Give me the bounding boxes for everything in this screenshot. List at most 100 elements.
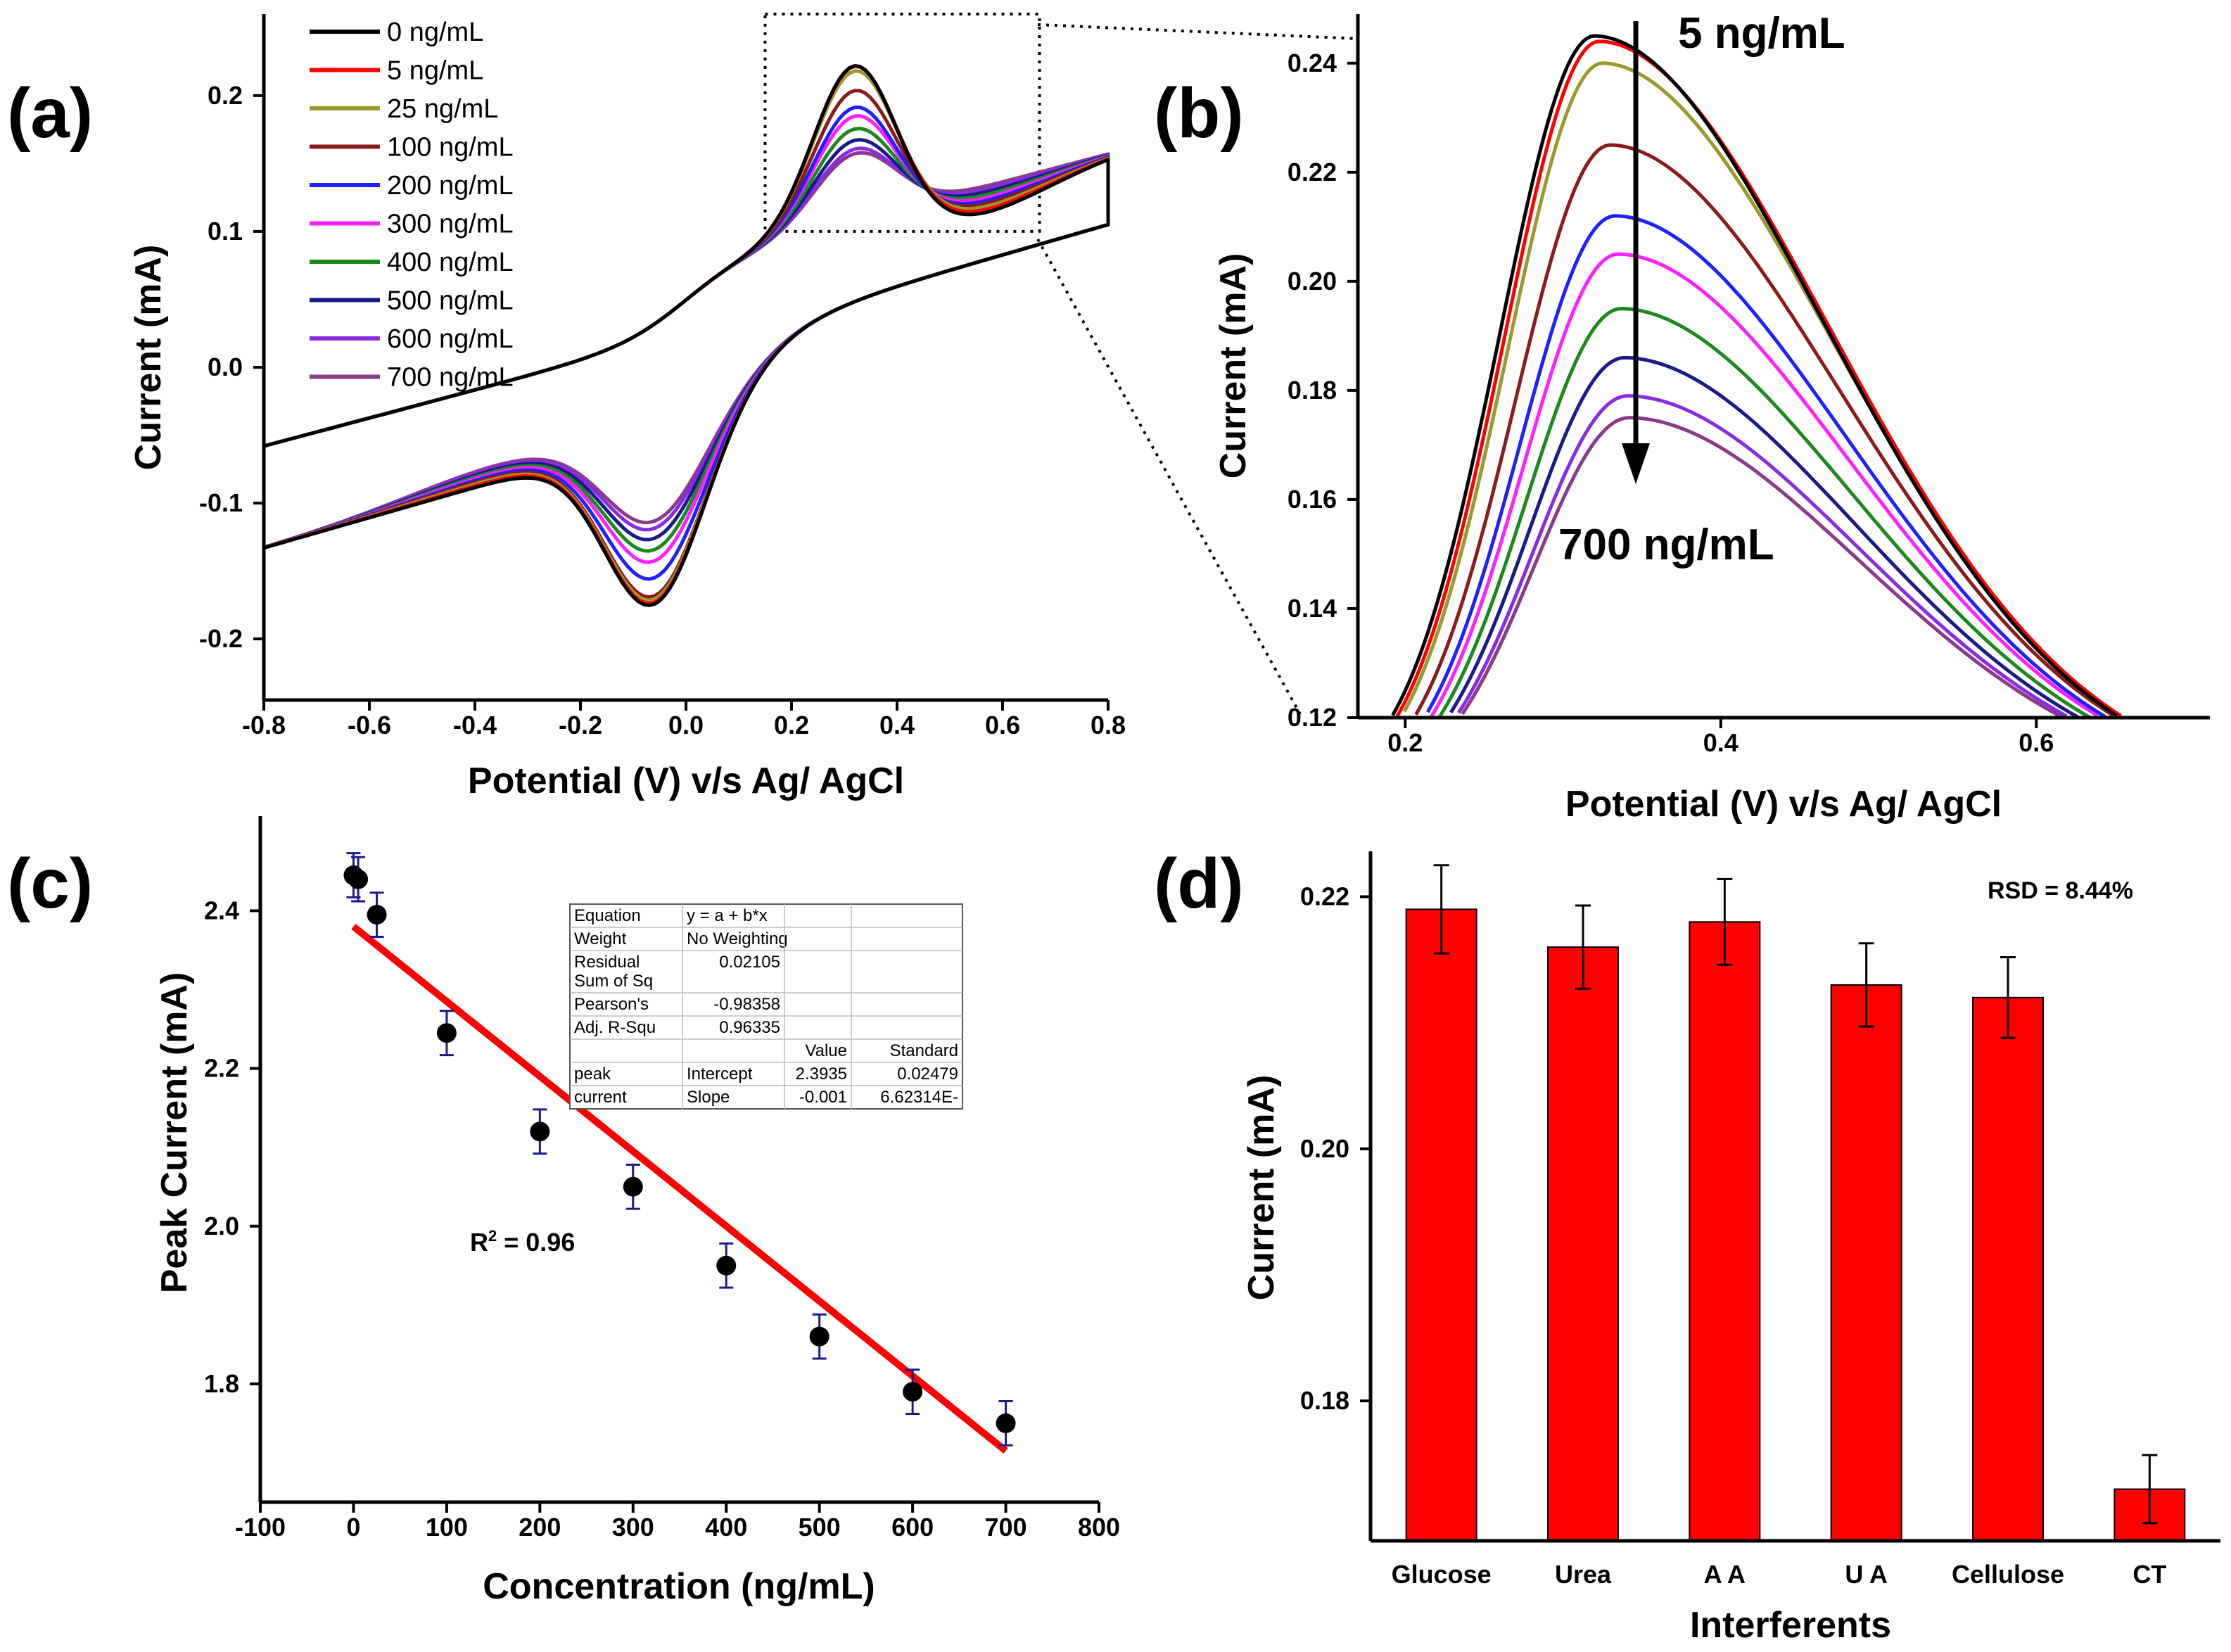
legend-label-700-ng-ml: 700 ng/mL xyxy=(387,363,514,393)
data-point xyxy=(530,1122,550,1142)
fit-table-cell: 0.96335 xyxy=(719,1018,780,1037)
c-x-tick-label: 300 xyxy=(612,1513,654,1542)
c-y-tick-label: 2.4 xyxy=(204,896,239,925)
c-y-axis-title: Peak Current (mA) xyxy=(154,972,195,1294)
d-y-axis-title: Current (mA) xyxy=(1241,1075,1282,1301)
a-y-axis-title: Current (mA) xyxy=(128,245,169,471)
c-x-tick-label: 0 xyxy=(346,1513,360,1542)
legend-label-100-ng-ml: 100 ng/mL xyxy=(387,133,514,163)
legend-label-0-ng-ml: 0 ng/mL xyxy=(387,18,483,47)
category-label-cellulose: Cellulose xyxy=(1952,1560,2064,1589)
r-squared-r: R xyxy=(470,1228,488,1257)
fit-table-border xyxy=(569,903,963,1110)
fit-table-cell: Residual xyxy=(574,953,640,972)
c-x-ticks: -100 0 100 200 300 400 500 600 700 800 xyxy=(235,1502,1120,1542)
d-x-axis-title: Interferents xyxy=(1690,1605,1891,1646)
linear-fit xyxy=(351,923,1008,1454)
data-point xyxy=(903,1382,923,1402)
a-x-tick-label: -0.4 xyxy=(453,711,497,739)
data-point xyxy=(809,1326,830,1347)
b-x-ticks: 0.2 0.4 0.6 xyxy=(1387,718,2054,757)
fit-table-cell: 0.02105 xyxy=(719,953,780,972)
b-y-tick-label: 0.20 xyxy=(1288,267,1337,296)
data-point xyxy=(716,1255,737,1276)
category-label-glucose: Glucose xyxy=(1392,1560,1492,1589)
c-x-tick-label: 500 xyxy=(799,1513,841,1542)
d-bars xyxy=(1405,864,2186,1542)
panel-d-interference: 0.18 0.20 0.22 Glucose Urea A A U A Cellulose C… xyxy=(1241,851,2220,1646)
panel-label-c: (c) xyxy=(7,844,93,923)
d-y-ticks: 0.18 0.20 0.22 xyxy=(1300,882,1371,1415)
a-x-tick-label: -0.6 xyxy=(348,711,391,739)
fit-line xyxy=(351,923,1008,1454)
fit-parameter-table: Equation y = a + b*x Weight No Weighting Res… xyxy=(569,903,963,1110)
legend-label-300-ng-ml: 300 ng/mL xyxy=(387,210,514,239)
zoom-connector-top xyxy=(1037,23,1359,40)
zoom-curve-200-ng-ml xyxy=(1425,214,2106,718)
a-x-tick-label: 0.6 xyxy=(985,711,1020,739)
zoom-curve-500-ng-ml xyxy=(1449,355,2080,719)
fit-table-cell: Slope xyxy=(687,1088,730,1107)
fit-table-cell: -0.001 xyxy=(799,1088,847,1107)
legend-label-25-ng-ml: 25 ng/mL xyxy=(387,94,498,124)
b-y-tick-label: 0.18 xyxy=(1288,376,1337,405)
b-x-tick-label: 0.6 xyxy=(2019,728,2054,757)
b-x-tick-label: 0.4 xyxy=(1703,728,1739,757)
bar-a-a xyxy=(1689,921,1761,1542)
c-data-points xyxy=(343,852,1016,1447)
c-x-tick-label: 800 xyxy=(1078,1513,1120,1542)
panel-a-cyclic-voltammetry: -0.8 -0.6 -0.4 -0.2 0.0 0.2 0.4 0.6 0.8 -0.2 -0.1… xyxy=(128,13,1126,801)
bar-glucose xyxy=(1405,908,1477,1542)
legend-label-400-ng-ml: 400 ng/mL xyxy=(387,248,514,277)
fit-table-cell: 6.62314E- xyxy=(880,1088,958,1107)
a-x-tick-label: 0.2 xyxy=(774,711,809,739)
zoom-region-box xyxy=(763,13,1041,233)
fit-table-cell: Equation xyxy=(574,906,641,925)
fit-table-cell: peak xyxy=(574,1065,611,1084)
b-x-axis-title: Potential (V) v/s Ag/ AgCl xyxy=(1565,784,2002,825)
d-y-tick-label: 0.22 xyxy=(1300,882,1349,910)
legend-label-5-ng-ml: 5 ng/mL xyxy=(387,56,483,86)
legend-label-600-ng-ml: 600 ng/mL xyxy=(387,324,514,354)
r-squared-value: = 0.96 xyxy=(497,1228,575,1257)
c-x-tick-label: 600 xyxy=(891,1513,934,1542)
trend-arrow-head xyxy=(1622,443,1650,484)
fit-table-cell: -0.98358 xyxy=(713,995,780,1014)
b-y-tick-label: 0.14 xyxy=(1288,594,1337,623)
bar-urea xyxy=(1547,946,1619,1542)
zoom-curve-0-ng-ml xyxy=(1391,34,2118,718)
c-x-tick-label: 700 xyxy=(985,1513,1027,1542)
category-label-a-a: A A xyxy=(1704,1560,1746,1589)
fit-table-cell: Standard xyxy=(890,1041,958,1060)
c-y-tick-label: 1.8 xyxy=(204,1369,239,1398)
a-x-axis-title: Potential (V) v/s Ag/ AgCl xyxy=(468,761,904,801)
panel-label-a: (a) xyxy=(7,74,93,153)
d-category-labels: Glucose Urea A A U A Cellulose CT xyxy=(1392,1560,2167,1589)
category-label-u-a: U A xyxy=(1845,1560,1888,1589)
bar-u-a xyxy=(1830,984,1902,1542)
a-legend: 0 ng/mL 5 ng/mL 25 ng/mL 100 ng/mL 200 ng/mL… xyxy=(310,18,514,393)
data-point xyxy=(996,1413,1016,1433)
zoom-curve-100-ng-ml xyxy=(1414,143,2114,718)
c-x-tick-label: 400 xyxy=(705,1513,747,1542)
c-x-tick-label: -100 xyxy=(235,1513,286,1542)
c-y-tick-label: 2.0 xyxy=(204,1212,239,1240)
zoom-curve-400-ng-ml xyxy=(1437,307,2091,719)
fit-table-cell: Adj. R-Squ xyxy=(574,1018,656,1037)
a-x-ticks: -0.8 -0.6 -0.4 -0.2 0.0 0.2 0.4 0.6 0.8 xyxy=(242,700,1126,739)
fit-table-cell: Pearson's xyxy=(574,995,649,1014)
panel-b-zoomed-peaks: 0.2 0.4 0.6 0.12 0.14 0.16 0.18 0.20 0.22 0.24 P… xyxy=(1213,9,2210,825)
category-label-urea: Urea xyxy=(1555,1560,1612,1589)
a-x-tick-label: 0.8 xyxy=(1091,711,1126,739)
annotation-5-ng-ml: 5 ng/mL xyxy=(1678,9,1845,58)
data-point xyxy=(436,1023,457,1043)
c-x-axis-title: Concentration (ng/mL) xyxy=(483,1566,875,1607)
data-point xyxy=(623,1176,643,1197)
a-x-tick-label: -0.2 xyxy=(559,711,602,739)
r-squared-sup: 2 xyxy=(488,1227,497,1245)
legend-label-200-ng-ml: 200 ng/mL xyxy=(387,171,514,201)
fit-table-cell: Value xyxy=(805,1041,847,1060)
cv-curves xyxy=(263,64,1110,607)
zoom-curve-300-ng-ml xyxy=(1430,252,2099,718)
zoom-box xyxy=(763,13,1041,233)
